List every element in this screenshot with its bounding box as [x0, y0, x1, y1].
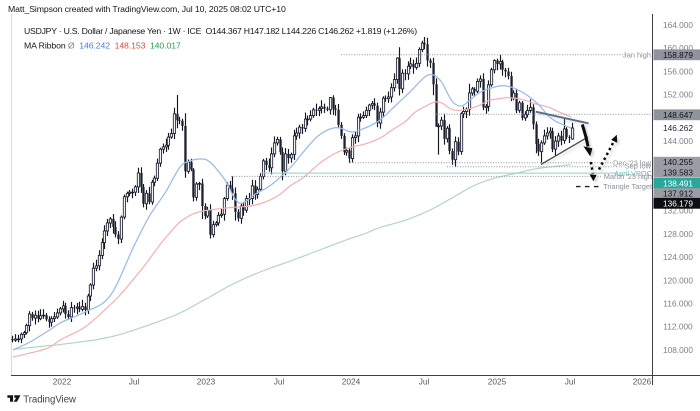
svg-text:144.000: 144.000 — [663, 136, 693, 146]
svg-text:124.000: 124.000 — [663, 252, 693, 262]
svg-text:139.583: 139.583 — [663, 167, 693, 177]
svg-text:USDJPY · U.S. Dollar / Japanes: USDJPY · U.S. Dollar / Japanese Yen · 1W… — [24, 26, 417, 36]
svg-text:Jul: Jul — [565, 377, 576, 387]
svg-text:136.179: 136.179 — [663, 198, 693, 208]
svg-text:140.255: 140.255 — [663, 157, 693, 167]
svg-text:138.491: 138.491 — [663, 178, 693, 188]
svg-text:Jul: Jul — [274, 377, 285, 387]
svg-text:158.879: 158.879 — [663, 50, 693, 60]
svg-text:164.000: 164.000 — [663, 20, 693, 30]
svg-text:2024: 2024 — [342, 377, 361, 387]
svg-text:Jul: Jul — [129, 377, 140, 387]
svg-text:156.000: 156.000 — [663, 66, 693, 76]
svg-text:112.000: 112.000 — [663, 322, 693, 332]
svg-text:Sep low: Sep low — [625, 162, 652, 171]
svg-text:March '23 high: March '23 high — [604, 172, 652, 181]
svg-text:Jul: Jul — [419, 377, 430, 387]
svg-text:Dec '23 low: Dec '23 low — [613, 159, 652, 168]
svg-text:108.000: 108.000 — [663, 345, 693, 355]
svg-text:Triangle Target: Triangle Target — [603, 182, 652, 191]
svg-text:128.000: 128.000 — [663, 229, 693, 239]
svg-text:2023: 2023 — [197, 377, 216, 387]
svg-text:MA Ribbon Ø 146.242 148.153: MA Ribbon Ø 146.242 148.153 140.017 — [24, 41, 181, 51]
svg-text:148.647: 148.647 — [663, 110, 693, 120]
svg-text:Jan high: Jan high — [623, 50, 651, 59]
svg-text:2025: 2025 — [488, 377, 507, 387]
svg-text:TradingView: TradingView — [23, 395, 77, 406]
svg-text:160.000: 160.000 — [663, 43, 693, 53]
svg-text:146.262: 146.262 — [663, 123, 693, 133]
svg-text:Matt_Simpson created with Trad: Matt_Simpson created with TradingView.co… — [8, 4, 286, 14]
svg-text:137.912: 137.912 — [663, 189, 693, 199]
svg-text:132.000: 132.000 — [663, 206, 693, 216]
svg-text:120.000: 120.000 — [663, 275, 693, 285]
svg-text:2026: 2026 — [633, 377, 652, 387]
svg-text:152.000: 152.000 — [663, 90, 693, 100]
svg-text:116.000: 116.000 — [663, 299, 693, 309]
svg-text:April VPOC: April VPOC — [614, 169, 652, 178]
svg-text:2022: 2022 — [53, 377, 72, 387]
